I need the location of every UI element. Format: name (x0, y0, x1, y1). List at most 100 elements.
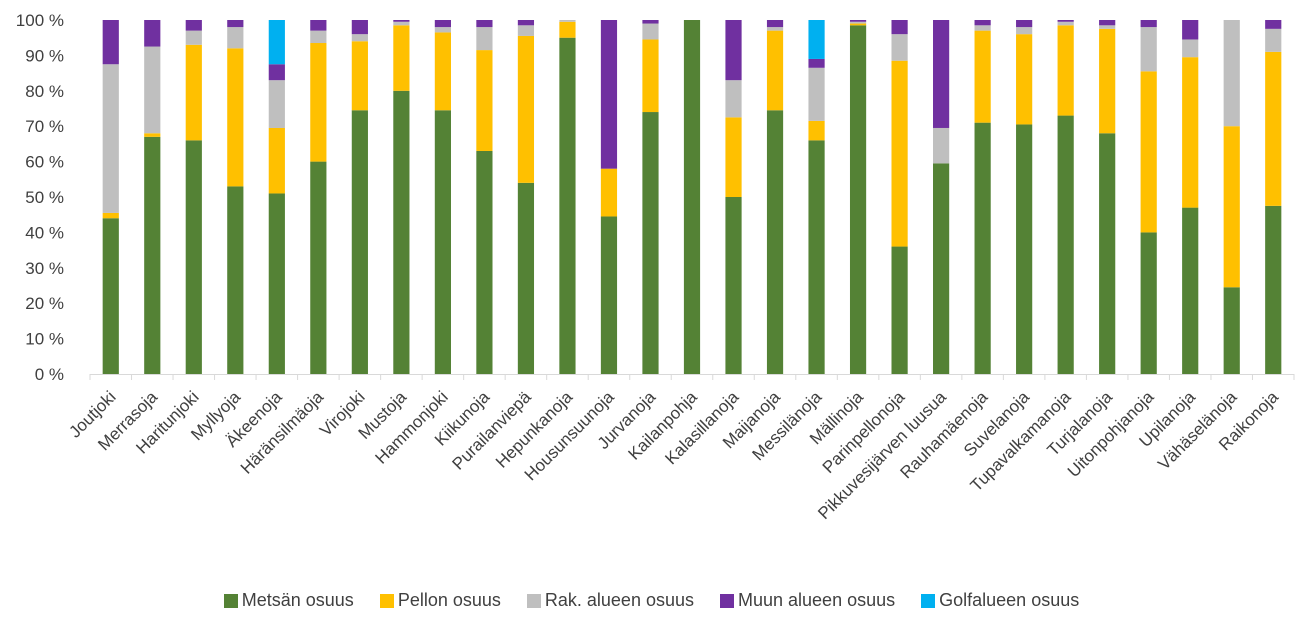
bar-segment (1182, 20, 1199, 40)
legend-swatch (720, 593, 734, 608)
bar-segment (642, 23, 659, 40)
bar-segment (351, 110, 368, 375)
legend-label: Golfalueen osuus (939, 590, 1080, 610)
bar-segment (683, 20, 701, 374)
bar-segment (268, 80, 285, 128)
bar-segment (268, 127, 285, 194)
y-tick-label: 10 % (25, 330, 64, 349)
bar-segment (849, 20, 867, 22)
bar-segment (310, 43, 327, 162)
legend-swatch (921, 593, 936, 608)
bar-segment (476, 50, 493, 151)
bar-segment (1140, 71, 1157, 233)
bar-segment (559, 37, 576, 374)
bar-segment (808, 120, 825, 141)
bar-segment (974, 20, 991, 26)
y-tick-label: 90 % (25, 46, 64, 65)
bar-segment (1057, 20, 1074, 22)
bar-segment (227, 186, 244, 374)
legend-label: Muun alueen osuus (738, 590, 896, 610)
y-tick-label: 0 % (35, 365, 64, 384)
bar-segment (102, 218, 119, 374)
bar-segment (600, 216, 618, 374)
bar-segment (517, 20, 535, 26)
bar-segment (351, 20, 368, 35)
bar-segment (849, 25, 867, 375)
bar-segment (1099, 25, 1116, 29)
bars (102, 20, 1282, 375)
bar-segment (974, 30, 991, 123)
bar-segment (1140, 232, 1157, 374)
bar-segment (185, 140, 202, 374)
y-tick-label: 80 % (25, 82, 64, 101)
x-axis: JoutjokiMerrasojaHaritunjokiMyllyojaÄkee… (65, 374, 1295, 523)
bar-segment (1016, 27, 1033, 35)
bar-segment (476, 20, 493, 28)
bar-segment (808, 67, 825, 121)
bar-segment (1140, 27, 1157, 72)
y-tick-label: 30 % (25, 259, 64, 278)
bar-segment (600, 20, 618, 169)
bar-segment (559, 21, 576, 38)
legend-item: Muun alueen osuus (720, 590, 895, 611)
bar-segment (310, 20, 327, 31)
y-tick-label: 60 % (25, 153, 64, 172)
bar-segment (1016, 124, 1033, 375)
bar-segment (766, 20, 784, 28)
bar-segment (1057, 21, 1074, 26)
bar-segment (476, 27, 493, 51)
bar-segment (974, 122, 991, 374)
bar-segment (351, 41, 368, 111)
bar-segment (393, 90, 410, 375)
bar-segment (725, 197, 742, 374)
bar-segment (808, 58, 825, 68)
bar-segment (102, 64, 119, 213)
bar-segment (476, 150, 493, 374)
bar-segment (933, 163, 950, 374)
bar-segment (1223, 287, 1240, 374)
bar-segment (268, 193, 285, 374)
legend-label: Pellon osuus (397, 590, 501, 610)
bar-segment (1099, 28, 1116, 134)
y-tick-label: 70 % (25, 117, 64, 136)
bar-segment (808, 140, 825, 374)
bar-segment (1223, 20, 1240, 127)
legend-item: Golfalueen osuus (921, 590, 1079, 611)
bar-segment (933, 20, 950, 128)
bar-segment (268, 20, 285, 65)
bar-segment (1182, 57, 1199, 208)
bar-segment (1265, 20, 1282, 29)
bar-segment (144, 46, 161, 134)
bar-segment (102, 212, 119, 219)
bar-segment (185, 44, 202, 141)
bar-segment (517, 182, 535, 374)
bar-segment (393, 25, 410, 91)
bar-segment (185, 30, 202, 45)
bar-segment (268, 64, 285, 81)
bar-segment (725, 80, 742, 118)
bar-segment (766, 30, 784, 111)
bar-segment (642, 20, 659, 24)
bar-segment (185, 20, 202, 31)
bar-segment (517, 35, 535, 183)
bar-segment (1099, 133, 1116, 374)
legend-label: Rak. alueen osuus (544, 590, 694, 610)
bar-segment (1265, 51, 1282, 206)
bar-segment (559, 20, 576, 22)
bar-segment (144, 20, 161, 47)
bar-segment (144, 136, 161, 374)
bar-segment (1265, 28, 1282, 52)
bar-segment (1140, 20, 1157, 28)
bar-segment (144, 133, 161, 137)
bar-segment (725, 117, 742, 197)
legend-item: Metsän osuus (223, 590, 354, 611)
bar-segment (434, 32, 451, 111)
bar-segment (891, 60, 908, 247)
bar-segment (351, 34, 368, 42)
bar-segment (600, 168, 618, 217)
bar-segment (393, 20, 410, 22)
bar-segment (725, 20, 742, 81)
bar-segment (310, 161, 327, 374)
y-tick-label: 50 % (25, 188, 64, 207)
bar-segment (891, 246, 908, 374)
